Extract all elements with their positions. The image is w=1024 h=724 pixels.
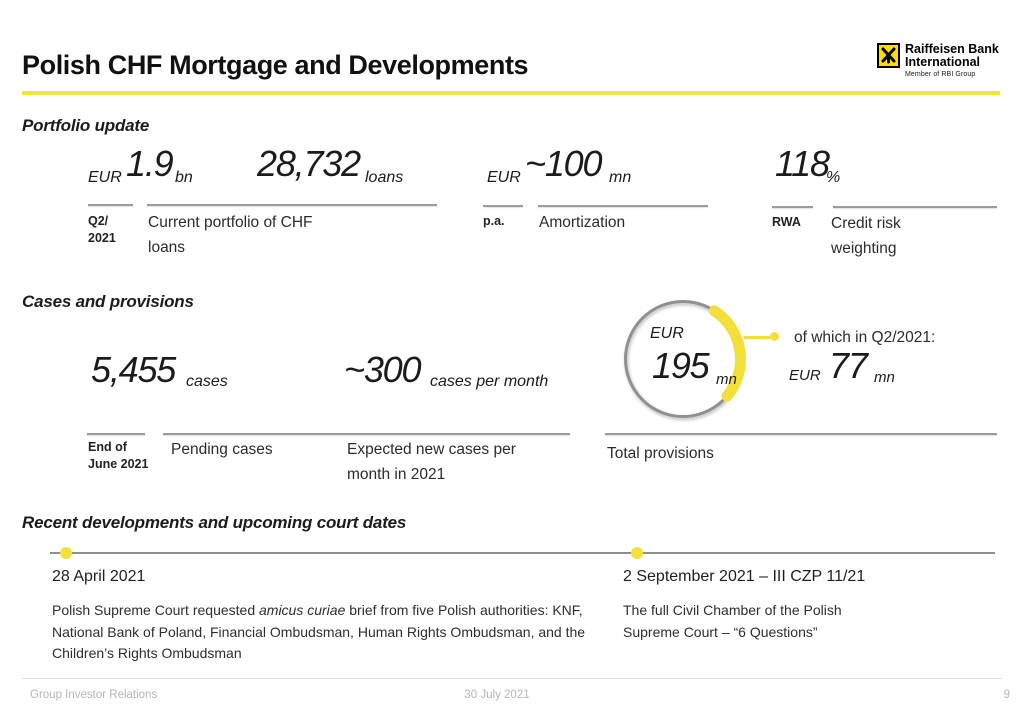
stat3-desc: Amortization [539, 214, 626, 231]
stat4-tag: RWA [772, 215, 801, 229]
stat1-unit: bn [175, 169, 193, 186]
stat1-tag: Q2/ 2021 [88, 214, 116, 245]
callout-unit: mn [874, 369, 895, 386]
event1-text-italic: amicus curiae [259, 602, 346, 618]
expected-unit: cases per month [430, 373, 549, 390]
event1-text: Polish Supreme Court requested amicus cu… [52, 600, 604, 665]
callout-connector-line [744, 336, 772, 339]
gable-cross-icon [881, 47, 896, 64]
stat1-value: 1.9 [126, 143, 174, 184]
underline-stat3-desc [538, 205, 708, 207]
callout-connector-dot [770, 332, 779, 341]
underline-provisions [605, 433, 997, 435]
logo-line2: International [905, 55, 981, 69]
underline-stat4-desc [833, 206, 997, 208]
section-heading-cases: Cases and provisions [22, 292, 194, 311]
provisions-desc: Total provisions [607, 445, 714, 462]
footer-page-number: 9 [1003, 689, 1010, 701]
donut-highlight-arc [708, 305, 746, 402]
stat3-unit: mn [609, 169, 632, 186]
callout-value: 77 [829, 345, 868, 386]
stat2-unit: loans [365, 169, 404, 186]
underline-stat4-tag [772, 206, 813, 208]
stat4-desc: Credit risk weighting [831, 215, 901, 257]
stat1-currency: EUR [88, 169, 122, 186]
pending-unit: cases [186, 373, 228, 390]
stat3-tag: p.a. [483, 214, 505, 228]
logo-subtitle: Member of RBI Group [905, 71, 976, 78]
stat2-value: 28,732 [257, 143, 361, 184]
provisions-currency: EUR [650, 325, 684, 342]
callout-label: of which in Q2/2021: [794, 329, 936, 346]
expected-value: ~300 [344, 349, 422, 390]
underline-stat1-tag [88, 204, 133, 206]
timeline-dot-1 [60, 547, 72, 559]
section-heading-timeline: Recent developments and upcoming court d… [22, 513, 407, 532]
pending-tag: End of June 2021 [88, 440, 149, 471]
footer-date: 30 July 2021 [464, 689, 530, 701]
rbi-logo-text: Raiffeisen Bank International Member of … [905, 42, 999, 79]
underline-pending-tag [87, 433, 145, 435]
rbi-logo: Raiffeisen Bank International Member of … [877, 43, 999, 78]
expected-desc: Expected new cases per month in 2021 [347, 441, 516, 483]
provisions-unit: mn [716, 371, 737, 388]
page-title: Polish CHF Mortgage and Developments [22, 50, 529, 80]
event2-date: 2 September 2021 – III CZP 11/21 [623, 568, 866, 585]
stat4-unit: % [826, 169, 841, 186]
event1-text-before: Polish Supreme Court requested [52, 602, 259, 618]
pending-desc: Pending cases [171, 441, 273, 458]
section-heading-portfolio: Portfolio update [22, 116, 150, 135]
underline-stat1-desc [147, 204, 437, 206]
callout-currency: EUR [789, 367, 821, 384]
provisions-donut-chart [624, 300, 746, 418]
footer-left: Group Investor Relations [30, 689, 158, 701]
logo-line1: Raiffeisen Bank [905, 42, 999, 56]
timeline-axis [50, 552, 995, 554]
stat4-value: 118 [775, 143, 830, 184]
event2-text: The full Civil Chamber of the Polish Sup… [623, 602, 842, 640]
yellow-divider [22, 91, 1000, 95]
timeline-dot-2 [631, 547, 643, 559]
pending-value: 5,455 [91, 349, 176, 390]
stat3-value: ~100 [525, 143, 603, 184]
underline-stat3-tag [483, 205, 523, 207]
event1-text-after: brief from five Polish authorities: KNF,… [52, 602, 586, 661]
event1-date: 28 April 2021 [52, 568, 146, 585]
footer-divider [22, 678, 1002, 679]
stat3-currency: EUR [487, 169, 521, 186]
provisions-value: 195 [652, 345, 710, 386]
rbi-logo-icon [877, 43, 900, 68]
underline-cases-desc [163, 433, 570, 435]
stat1-desc: Current portfolio of CHF loans [148, 214, 313, 256]
